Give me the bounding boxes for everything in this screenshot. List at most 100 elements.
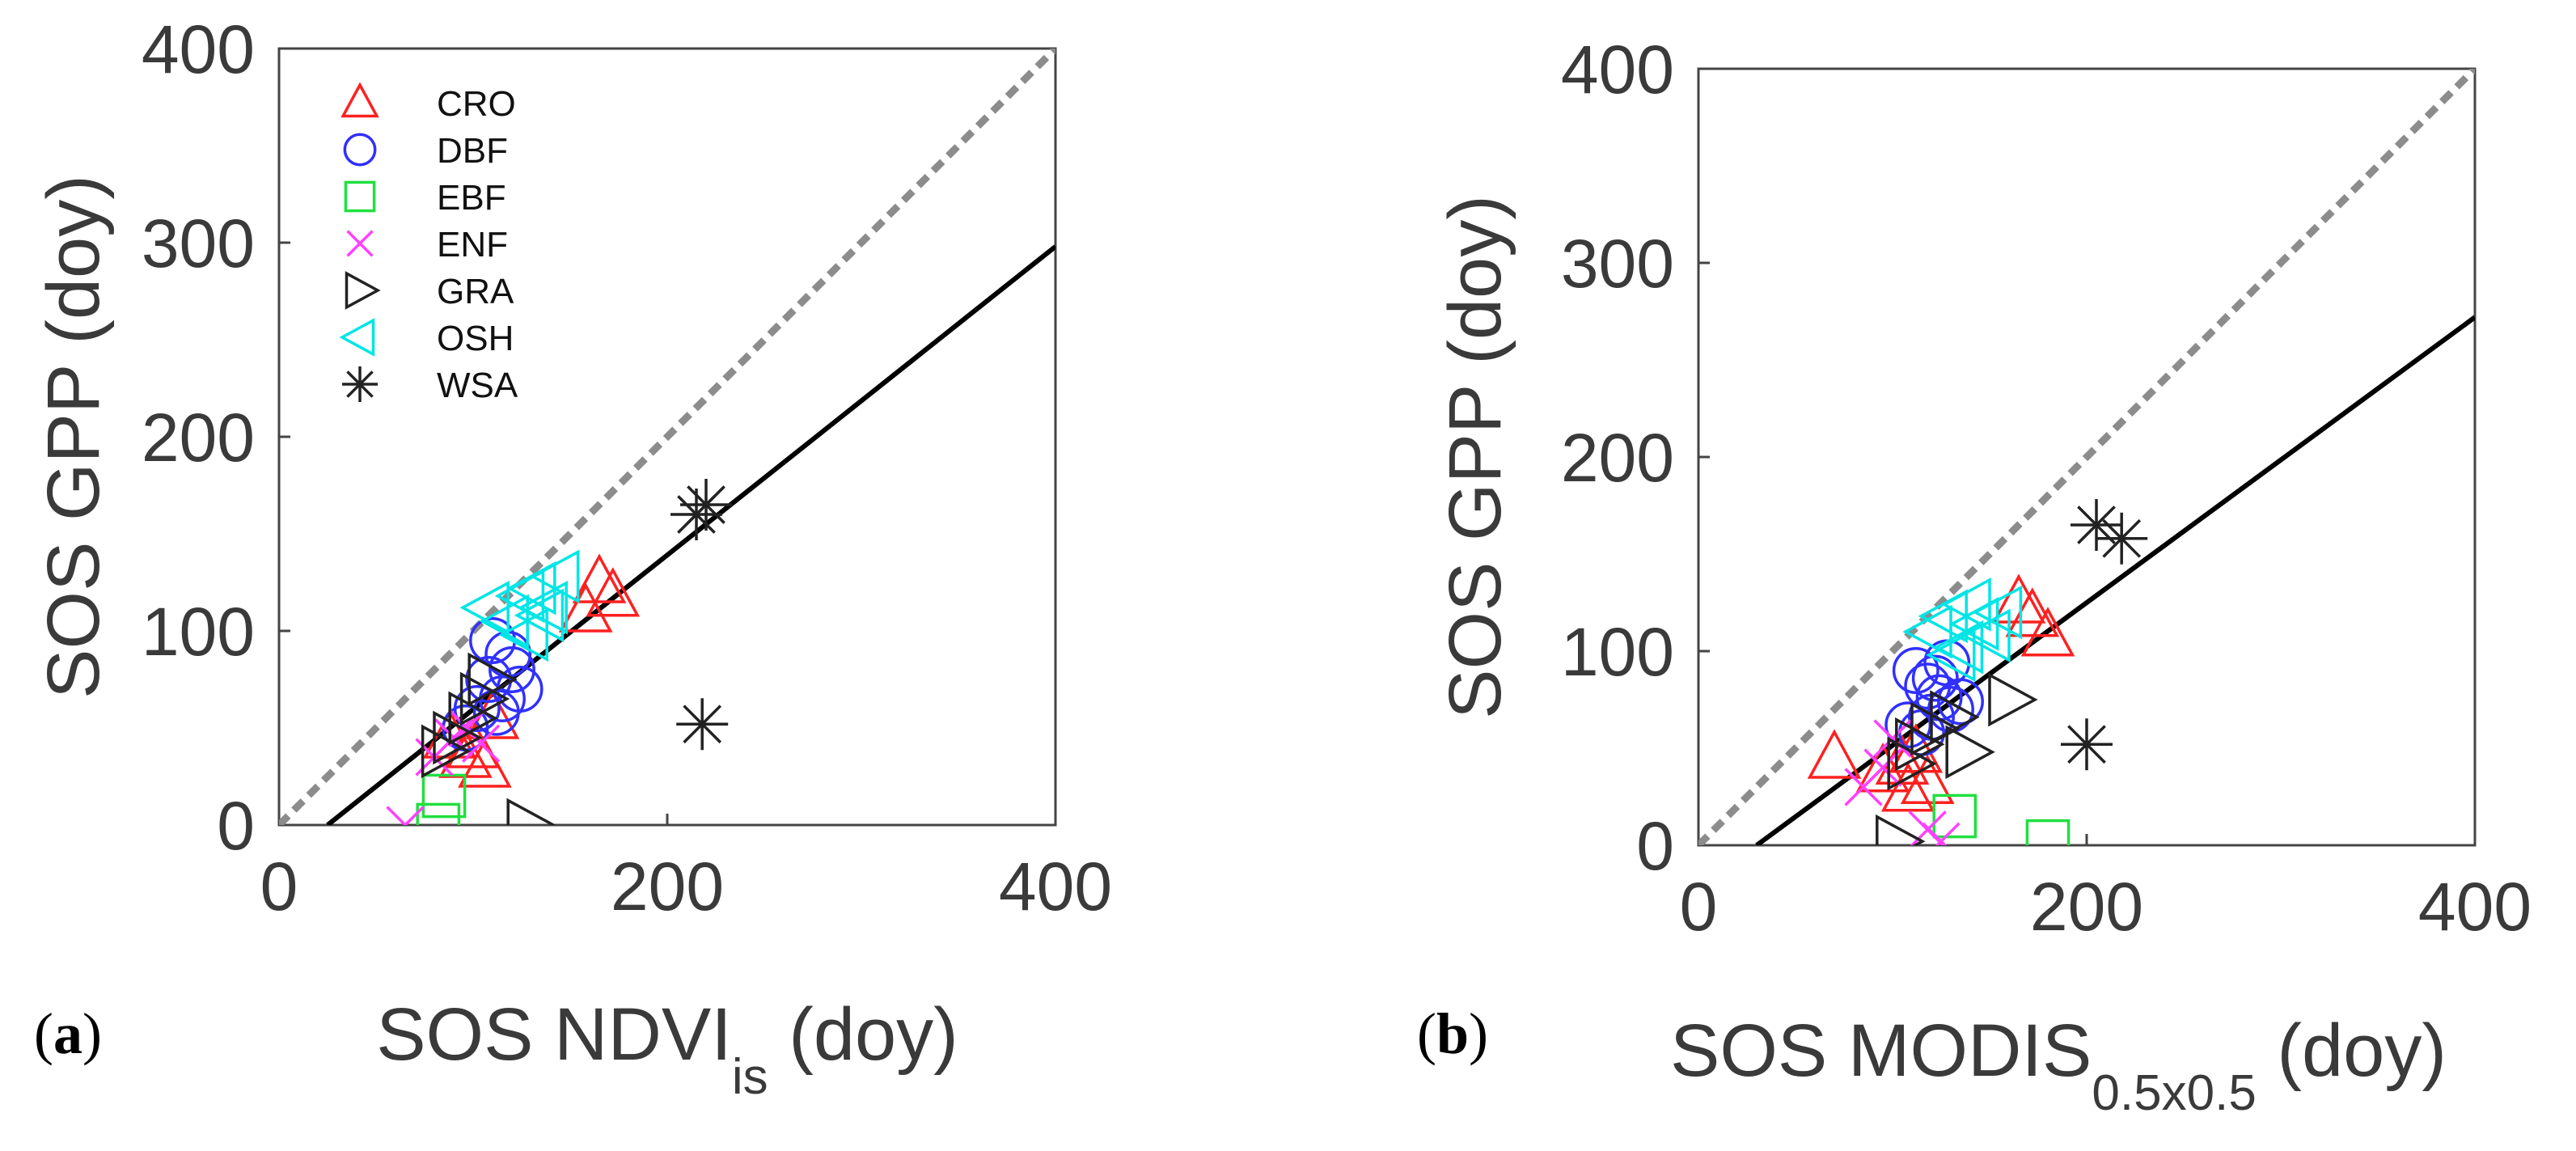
point-b-wsa-0 (2071, 499, 2122, 551)
legend-label-ebf: EBF (437, 178, 506, 218)
legend-item-gra: GRA (345, 271, 514, 311)
legend-marker-gra-icon (345, 271, 381, 310)
legend-item-enf: ENF (346, 225, 508, 264)
legend-item-wsa: WSA (342, 366, 518, 405)
x-axis-label-a-tail: (doy) (789, 993, 958, 1076)
legend-item-osh: OSH (339, 318, 514, 358)
point-b-cro-8 (1880, 762, 1935, 812)
legend-marker-dbf-icon (343, 133, 377, 167)
point-a-cro-1 (586, 567, 641, 617)
x-tick-label-a-0: 0 (260, 848, 298, 925)
x-axis-label-b: SOS MODIS0.5x0.5 (doy) (1670, 1009, 2447, 1121)
legend-label-osh: OSH (437, 319, 514, 358)
point-a-gra-4 (459, 671, 510, 726)
point-b-wsa-1 (2096, 512, 2148, 565)
panel-label-a-close: ) (82, 1001, 102, 1066)
y-tick-label-a-1: 100 (142, 594, 255, 670)
point-b-gra-3 (1895, 717, 1945, 772)
y-tick-label-b-0: 0 (1636, 808, 1674, 884)
point-b-osh-6 (1926, 628, 1976, 683)
point-b-gra-5 (1930, 690, 1980, 744)
legend-marker-wsa-icon (342, 366, 378, 402)
legend-marker-cro-icon (341, 82, 379, 118)
x-axis-label-b-tail: (doy) (2277, 1009, 2447, 1092)
panel-label-b-open: ( (1417, 1001, 1436, 1066)
y-tick-label-b-2: 200 (1561, 420, 1674, 496)
legend-item-cro: CRO (341, 82, 516, 124)
point-b-gra-6 (1945, 725, 1995, 780)
x-tick-label-b-1: 200 (2030, 869, 2143, 945)
y-tick-label-a-2: 200 (142, 400, 255, 476)
point-b-cro-4 (1991, 573, 2046, 624)
legend-item-ebf: EBF (344, 178, 506, 218)
point-a-osh-7 (514, 588, 565, 643)
point-b-enf-3 (1922, 822, 1961, 845)
y-tick-label-b-1: 100 (1561, 614, 1674, 690)
chart-b: 0 200 400 0 100 200 300 400 SOS GPP (doy) SOS M… (1417, 32, 2532, 1121)
point-a-gra-3 (448, 691, 498, 746)
y-tick-label-a-0: 0 (217, 788, 255, 864)
point-a-wsa-1 (680, 479, 732, 531)
legend-label-enf: ENF (437, 225, 508, 264)
points-a (386, 479, 732, 825)
panel-label-a-letter: a (53, 1001, 82, 1066)
x-axis-label-b-main: SOS MODIS (1670, 1009, 2092, 1092)
x-tick-label-b-0: 0 (1680, 869, 1718, 945)
point-a-gra-5 (467, 652, 518, 707)
one-to-one-line-b (1698, 69, 2475, 845)
legend-item-dbf: DBF (343, 131, 508, 171)
point-b-dbf-0 (1892, 647, 1939, 694)
y-axis-label-a: SOS GPP (doy) (32, 175, 115, 699)
y-tick-label-a-3: 300 (142, 205, 255, 281)
point-a-osh-5 (529, 549, 580, 604)
legend-label-dbf: DBF (437, 131, 508, 171)
point-b-wsa-2 (2061, 718, 2113, 771)
point-b-dbf-6 (1911, 654, 1959, 702)
panel-label-a-open: ( (34, 1001, 53, 1066)
legend-marker-osh-icon (339, 318, 375, 357)
panel-label-a: (a) (34, 1001, 102, 1066)
point-b-osh-7 (1941, 578, 1991, 632)
point-a-ebf-0 (416, 802, 461, 825)
y-tick-label-a-4: 400 (142, 11, 255, 87)
x-axis-label-a: SOS NDVIis (doy) (376, 993, 958, 1105)
point-b-cro-0 (1807, 729, 1862, 779)
point-b-gra-0 (1876, 814, 1926, 845)
x-axis-label-a-sub: is (732, 1049, 768, 1105)
points-b (1807, 499, 2148, 845)
point-b-gra-1 (1988, 672, 2038, 727)
one-to-one-line-a (279, 49, 1055, 825)
x-axis-label-a-main: SOS NDVI (376, 993, 732, 1076)
x-axis-label-b-sub: 0.5x0.5 (2092, 1065, 2256, 1121)
panel-label-b: (b) (1417, 1001, 1488, 1066)
legend-marker-enf-icon (346, 230, 374, 257)
point-b-dbf-8 (1937, 678, 1984, 726)
point-b-osh-5 (1972, 585, 2023, 640)
point-a-dbf-6 (489, 646, 535, 693)
point-a-gra-1 (421, 724, 472, 779)
point-b-cro-6 (2020, 607, 2075, 657)
y-axis-label-b: SOS GPP (doy) (1434, 195, 1516, 719)
y-tick-label-b-4: 400 (1561, 32, 1674, 108)
point-a-osh-4 (518, 580, 568, 635)
point-b-ebf-1 (2025, 819, 2071, 845)
legend-a: CRO DBF EBF ENF GRA OSH WSA (339, 82, 518, 405)
y-tick-label-b-3: 300 (1561, 226, 1674, 302)
x-axis-label-b-space (2257, 1009, 2278, 1092)
x-tick-label-a-2: 400 (999, 848, 1112, 925)
chart-a: 0 200 400 0 100 200 300 400 CRO DBF EBF ENF GRA OSH W… (32, 11, 1112, 1105)
point-a-cro-4 (458, 738, 512, 788)
panel-label-b-letter: b (1436, 1001, 1469, 1066)
point-a-cro-2 (558, 582, 613, 633)
point-a-gra-0 (506, 798, 556, 825)
point-a-wsa-2 (676, 698, 729, 751)
point-a-osh-6 (498, 607, 548, 662)
ticks-b: 0 200 400 0 100 200 300 400 (1561, 32, 2532, 945)
point-b-osh-4 (1961, 608, 2011, 663)
legend-marker-ebf-icon (344, 180, 376, 213)
x-axis-label-a-space (768, 993, 789, 1076)
point-b-enf-1 (1863, 748, 1902, 787)
point-b-enf-4 (1873, 719, 1912, 758)
point-a-cro-0 (572, 553, 627, 603)
